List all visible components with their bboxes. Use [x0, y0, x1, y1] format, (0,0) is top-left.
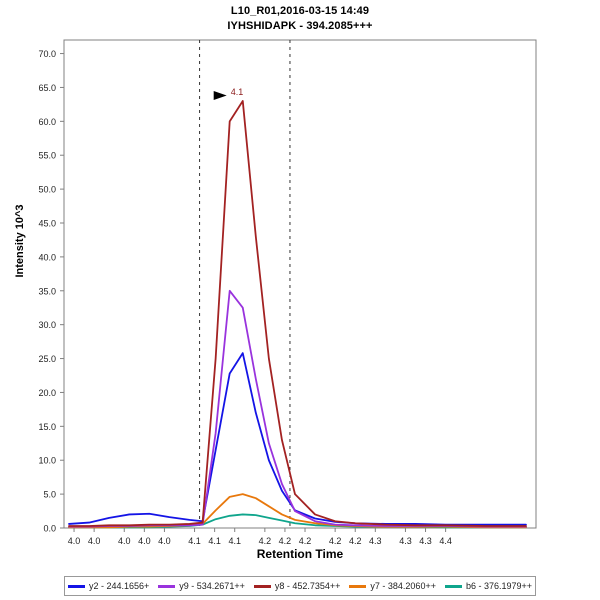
y-tick-label: 5.0	[43, 490, 56, 500]
x-tick-label: 4.2	[259, 536, 272, 546]
x-tick-label: 4.0	[118, 536, 131, 546]
x-tick-label: 4.4	[439, 536, 452, 546]
y-tick-label: 20.0	[38, 388, 56, 398]
peak-marker-icon[interactable]	[213, 91, 227, 100]
y-tick-label: 30.0	[38, 320, 56, 330]
legend-item[interactable]: y2 - 244.1656+	[67, 581, 150, 591]
y-tick-label: 15.0	[38, 422, 56, 432]
legend-color-swatch	[349, 584, 367, 588]
y-tick-label: 35.0	[38, 286, 56, 296]
y-tick-label: 10.0	[38, 456, 56, 466]
trace-y8[interactable]	[68, 100, 527, 527]
legend-color-swatch	[67, 584, 85, 588]
y-tick-label: 40.0	[38, 252, 56, 262]
plot-frame	[63, 39, 537, 529]
y-tick-label: 55.0	[38, 151, 56, 161]
title-line-peptide: IYHSHIDAPK - 394.2085+++	[227, 20, 373, 32]
legend[interactable]: y2 - 244.1656+ y9 - 534.2671++ y8 - 452.73…	[64, 576, 536, 596]
legend-item-label: y7 - 384.2060++	[370, 581, 436, 591]
x-tick-label: 4.2	[349, 536, 362, 546]
chart-title-block: L10_R01,2016-03-15 14:49 IYHSHIDAPK - 39…	[0, 4, 600, 34]
legend-color-swatch	[444, 584, 462, 588]
x-tick-label: 4.0	[88, 536, 101, 546]
y-tick-label: 70.0	[38, 49, 56, 59]
legend-item[interactable]: y7 - 384.2060++	[349, 581, 436, 591]
x-tick-label: 4.3	[369, 536, 382, 546]
y-tick-label: 25.0	[38, 354, 56, 364]
title-line-run: L10_R01,2016-03-15 14:49	[230, 5, 370, 17]
legend-item[interactable]: b6 - 376.1979++	[444, 581, 533, 591]
y-tick-label: 45.0	[38, 219, 56, 229]
x-tick-label: 4.2	[329, 536, 342, 546]
x-tick-label: 4.1	[208, 536, 221, 546]
y-tick-label: 0.0	[43, 524, 56, 534]
legend-color-swatch	[253, 584, 271, 588]
legend-item[interactable]: y8 - 452.7354++	[253, 581, 341, 591]
legend-item-label: y2 - 244.1656+	[88, 581, 150, 591]
x-tick-label: 4.0	[138, 536, 151, 546]
y-axis-title: Intensity 10^3	[14, 204, 26, 278]
legend-item-label: b6 - 376.1979++	[465, 581, 533, 591]
x-tick-label: 4.2	[279, 536, 292, 546]
y-tick-label: 50.0	[38, 185, 56, 195]
peak-retention-time-label: 4.1	[231, 87, 244, 97]
x-tick-label: 4.1	[188, 536, 201, 546]
y-tick-label: 60.0	[38, 117, 56, 127]
trace-y9[interactable]	[68, 289, 527, 528]
x-tick-label: 4.3	[419, 536, 432, 546]
trace-y2[interactable]	[68, 352, 527, 526]
x-tick-label: 4.1	[228, 536, 241, 546]
legend-color-swatch	[158, 584, 176, 588]
legend-item-label: y8 - 452.7354++	[274, 581, 341, 591]
x-tick-label: 4.3	[399, 536, 412, 546]
x-tick-label: 4.0	[158, 536, 171, 546]
x-axis-title: Retention Time	[256, 547, 344, 561]
legend-item[interactable]: y9 - 534.2671++	[158, 581, 245, 591]
x-tick-label: 4.0	[68, 536, 81, 546]
legend-item-label: y9 - 534.2671++	[179, 581, 245, 591]
x-tick-label: 4.2	[299, 536, 312, 546]
y-tick-label: 65.0	[38, 83, 56, 93]
